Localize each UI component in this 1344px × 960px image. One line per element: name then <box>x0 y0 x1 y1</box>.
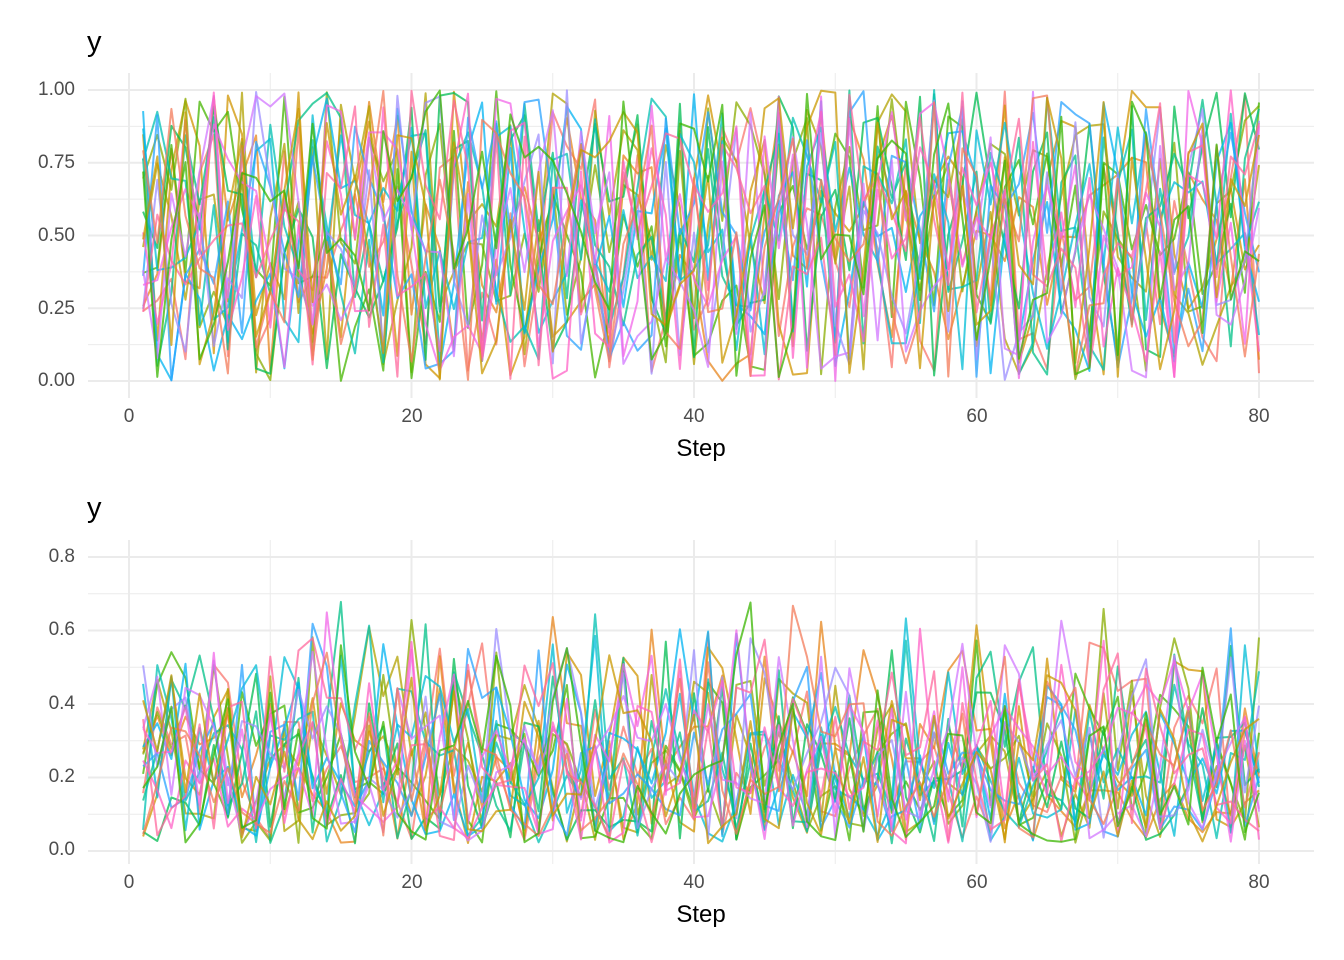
bottom-y-tick: 0.6 <box>48 619 75 640</box>
top-x-tick: 0 <box>123 406 135 427</box>
bottom-y-axis-title: y <box>87 492 102 524</box>
bottom-y-tick: 0.0 <box>48 839 75 860</box>
series-line <box>142 89 1260 376</box>
top-x-tick: 80 <box>1248 406 1270 427</box>
top-y-tick: 0.50 <box>38 225 75 246</box>
series-line <box>142 607 1260 844</box>
top-y-tick: 0.00 <box>38 370 75 391</box>
series-line <box>142 89 1260 380</box>
bottom-x-axis-title: Step <box>676 901 726 928</box>
bottom-y-tick: 0.2 <box>48 766 75 787</box>
top-y-tick: 0.25 <box>38 298 75 319</box>
top-x-tick: 60 <box>966 406 988 427</box>
top-y-tick: 1.00 <box>38 79 75 100</box>
series-line <box>142 90 1260 382</box>
series-line <box>142 601 1260 844</box>
series-line <box>142 619 1260 842</box>
series-line <box>142 627 1260 845</box>
bottom-x-tick: 80 <box>1248 872 1270 893</box>
bottom-x-tick: 20 <box>401 872 423 893</box>
top-y-tick: 0.75 <box>38 152 75 173</box>
series-line <box>142 622 1260 838</box>
top-plot-area <box>88 73 1314 398</box>
series-line <box>142 604 1260 839</box>
bottom-x-tick: 60 <box>966 872 988 893</box>
bottom-y-tick: 0.4 <box>48 693 75 714</box>
series-line <box>142 89 1260 378</box>
bottom-x-tick: 0 <box>123 872 135 893</box>
bottom-y-tick: 0.8 <box>48 546 75 567</box>
top-y-axis-title: y <box>87 26 102 58</box>
top-x-tick: 20 <box>401 406 423 427</box>
top-x-tick: 40 <box>683 406 705 427</box>
series-line <box>142 611 1260 843</box>
top-line-chart: y 1.00 0.75 0.50 0.25 0.00 0 20 40 60 80… <box>38 26 1314 462</box>
series-line <box>142 90 1260 379</box>
top-x-axis-title: Step <box>676 435 726 462</box>
series-line <box>142 600 1260 845</box>
series-line <box>142 90 1260 381</box>
bottom-x-tick: 40 <box>683 872 705 893</box>
series-line <box>142 114 1260 371</box>
